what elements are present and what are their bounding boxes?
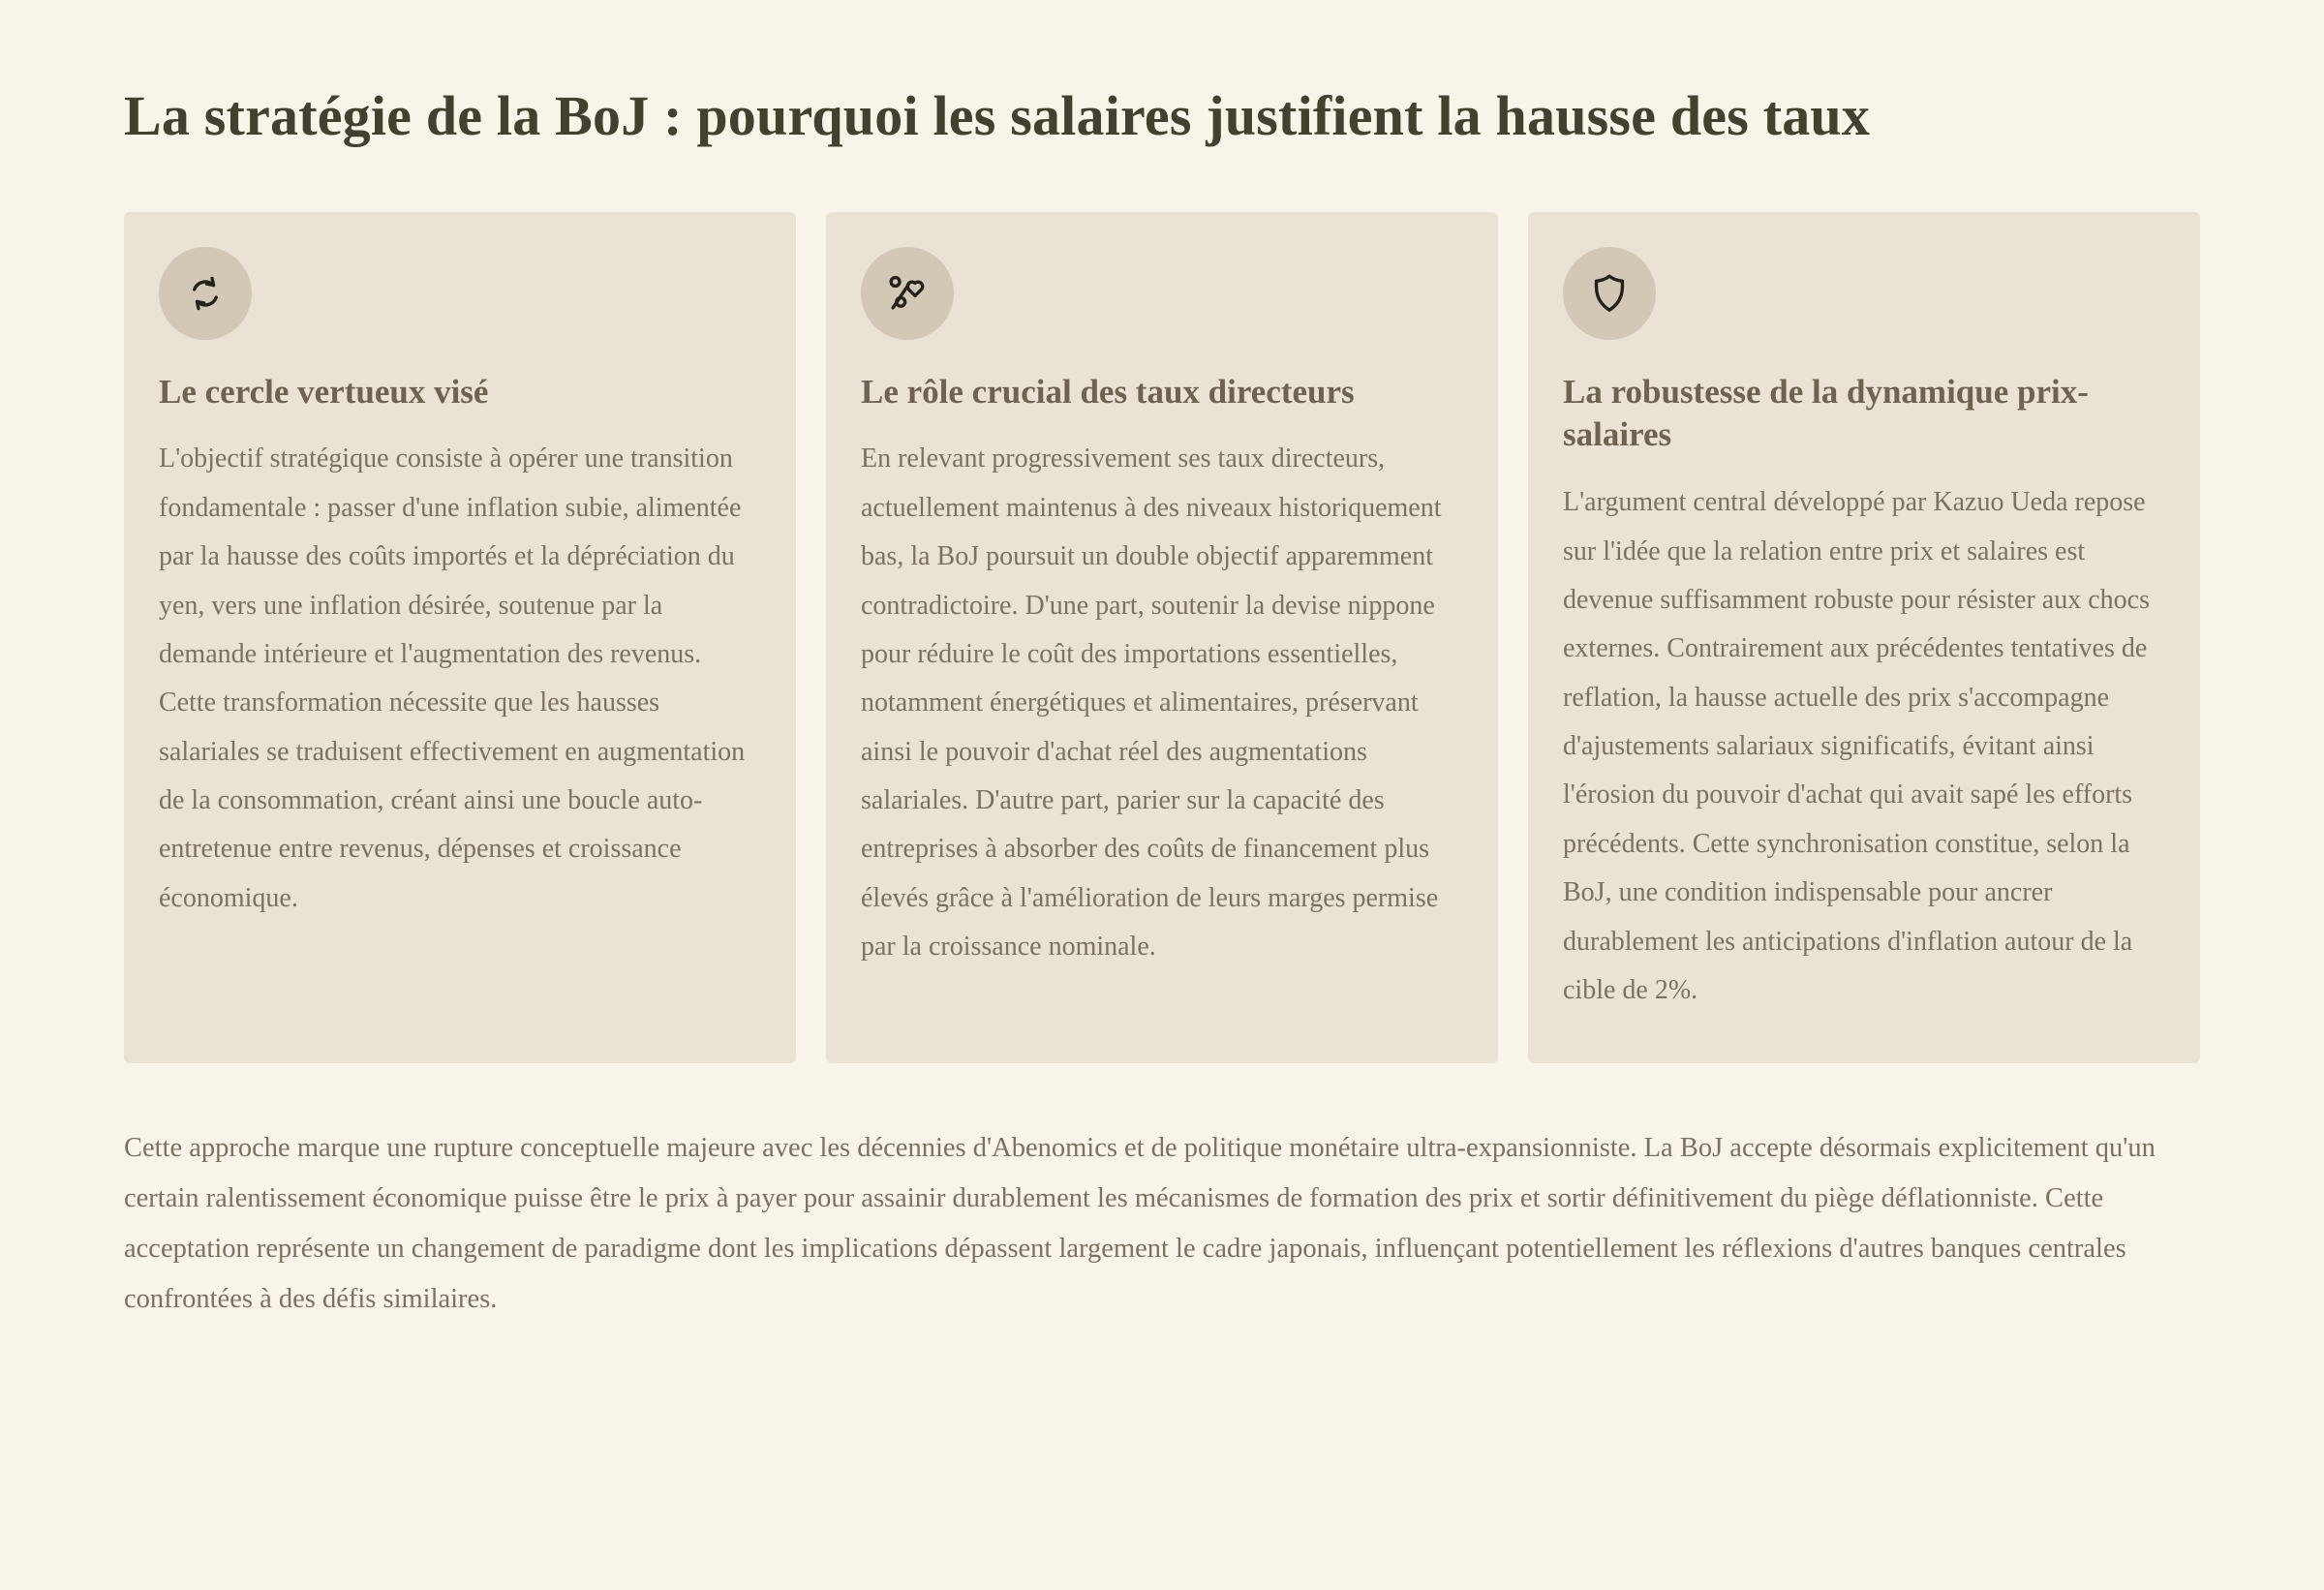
article-page: La stratégie de la BoJ : pourquoi les sa… — [124, 84, 2200, 1315]
card-taux-directeurs: Le rôle crucial des taux directeurs En r… — [826, 211, 1498, 1064]
icon-circle — [1563, 246, 1656, 340]
card-title: Le cercle vertueux visé — [159, 372, 489, 411]
icon-circle — [159, 246, 252, 340]
card-body: En relevant progressivement ses taux dir… — [861, 443, 1442, 963]
card-title: Le rôle crucial des taux directeurs — [861, 372, 1355, 411]
closing-paragraph: Cette approche marque une rupture concep… — [124, 1133, 2156, 1315]
card-title: La robustesse de la dynamique prix-salai… — [1563, 372, 2089, 454]
card-body: L'objectif stratégique consiste à opérer… — [159, 443, 746, 913]
shield-icon — [1594, 274, 1625, 312]
page-title: La stratégie de la BoJ : pourquoi les sa… — [124, 84, 1871, 147]
cycle-icon — [193, 276, 218, 310]
card-body: L'argument central développé par Kazuo U… — [1563, 487, 2150, 1006]
icon-circle — [861, 246, 954, 340]
percent-heart-icon — [889, 275, 925, 310]
cards-row: Le cercle vertueux visé L'objectif strat… — [124, 211, 2200, 1064]
card-cercle-vertueux: Le cercle vertueux visé L'objectif strat… — [124, 211, 796, 1064]
card-dynamique-prix-salaires: La robustesse de la dynamique prix-salai… — [1528, 211, 2200, 1064]
